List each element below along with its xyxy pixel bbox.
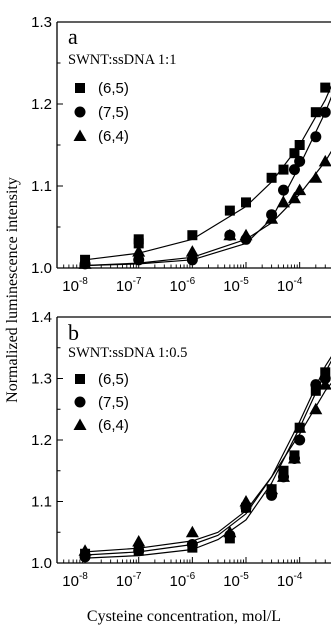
x-tick-label: 10-8	[62, 276, 88, 295]
data-point	[309, 171, 323, 183]
data-point	[265, 482, 279, 495]
data-point	[133, 238, 144, 249]
data-point	[78, 544, 92, 556]
y-axis-title: Normalized luminescence intensity	[4, 177, 21, 403]
fit-curve-1	[85, 356, 331, 556]
data-point	[293, 421, 307, 433]
legend-marker	[73, 129, 87, 141]
panel-b: 1.0 1.1 1.2 1.3 1.4 10-8 10-7 10-6 10-5 10-4 bSWNT…	[31, 309, 331, 590]
panel-letter: b	[68, 320, 79, 345]
y-tick-label: 1.3	[31, 14, 52, 31]
x-axis-title: Cysteine concentration, mol/L	[87, 608, 281, 625]
y-tick-label: 1.2	[31, 96, 52, 113]
x-tick-label: 10-6	[170, 276, 196, 295]
data-point	[310, 379, 322, 391]
data-point	[185, 245, 199, 257]
data-point	[318, 378, 331, 390]
panel-letter: a	[68, 24, 78, 49]
data-point	[278, 164, 289, 175]
x-tick-label: 10-5	[223, 571, 249, 590]
data-point	[294, 140, 305, 150]
data-point	[186, 539, 198, 551]
data-point	[239, 228, 253, 241]
fit-curve-1	[85, 85, 331, 261]
legend-marker	[75, 374, 85, 384]
data-point	[187, 230, 198, 241]
x-tick-label: 10-5	[223, 276, 249, 295]
legend-marker	[74, 106, 86, 118]
data-point	[277, 470, 291, 482]
data-point	[320, 82, 331, 93]
data-point	[320, 367, 331, 378]
data-point	[223, 525, 237, 538]
data-point	[287, 191, 301, 204]
legend-marker	[74, 396, 86, 408]
legend-title: SWNT:ssDNA 1:0.5	[68, 345, 187, 361]
data-point	[310, 131, 322, 143]
data-point	[294, 155, 306, 167]
legend-marker	[75, 83, 85, 93]
legend-entry: (7,5)	[98, 104, 129, 121]
legend-marker	[73, 418, 87, 430]
y-tick-label: 1.4	[31, 309, 52, 326]
data-point	[277, 195, 291, 208]
data-point	[78, 257, 92, 269]
y-tick-label: 1.1	[31, 178, 52, 195]
data-point	[185, 525, 199, 538]
x-tick-label: 10-4	[277, 571, 303, 590]
legend-title: SWNT:ssDNA 1:1	[68, 52, 176, 68]
data-point	[132, 245, 146, 257]
data-point	[241, 197, 252, 208]
data-point	[133, 254, 145, 266]
data-point	[293, 183, 307, 196]
x-tick-label: 10-4	[277, 276, 303, 295]
fit-curve-3	[85, 150, 331, 267]
x-tick-label: 10-7	[116, 571, 142, 590]
data-point	[310, 107, 321, 118]
panel-a: 1.0 1.1 1.2 1.3 10-8 10-7 10-6 10-5 10-4 a SWNT:ss…	[31, 14, 331, 295]
fit-curve-2	[85, 360, 331, 559]
legend-entry: (6,5)	[98, 371, 129, 388]
y-tick-label: 1.2	[31, 432, 52, 449]
x-tick-label: 10-6	[170, 571, 196, 590]
data-point	[318, 154, 331, 167]
y-tick-label: 1.3	[31, 371, 52, 388]
data-point	[309, 402, 323, 415]
data-point	[132, 534, 146, 547]
data-point	[288, 164, 300, 176]
y-tick-label: 1.0	[31, 555, 52, 572]
data-point	[310, 385, 321, 396]
data-point	[239, 495, 253, 507]
data-point	[266, 172, 277, 183]
legend-entry: (6,4)	[98, 417, 129, 434]
y-tick-label: 1.1	[31, 494, 52, 511]
data-point	[319, 106, 331, 118]
x-tick-label: 10-8	[62, 571, 88, 590]
y-tick-label: 1.0	[31, 260, 52, 277]
data-point	[289, 148, 300, 159]
legend-entry: (6,4)	[98, 128, 129, 145]
data-point	[265, 212, 279, 224]
data-point	[224, 205, 235, 216]
legend-entry: (6,5)	[98, 80, 129, 97]
data-point	[287, 451, 301, 464]
data-point	[223, 228, 237, 241]
x-tick-label: 10-7	[116, 276, 142, 295]
data-point	[278, 184, 290, 196]
data-point	[186, 254, 198, 266]
legend-entry: (7,5)	[98, 394, 129, 411]
data-point	[294, 434, 306, 446]
data-point	[133, 545, 145, 557]
